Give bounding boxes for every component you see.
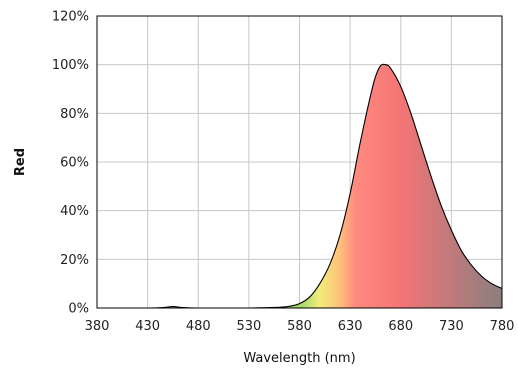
x-tick-label: 530 <box>236 319 261 334</box>
x-tick-label: 580 <box>287 319 312 334</box>
y-tick-label: 0% <box>68 302 89 317</box>
x-tick-label: 630 <box>338 319 363 334</box>
y-tick-label: 100% <box>52 58 89 73</box>
y-tick-label: 120% <box>52 10 89 25</box>
x-tick-label: 430 <box>135 319 160 334</box>
y-tick-label: 80% <box>60 107 89 122</box>
x-tick-label: 380 <box>85 319 110 334</box>
x-tick-label: 480 <box>186 319 211 334</box>
y-tick-label: 20% <box>60 253 89 268</box>
y-tick-label: 40% <box>60 204 89 219</box>
y-axis-tick-labels: 0% 20% 40% 60% 80% 100% 120% <box>52 10 89 317</box>
x-axis-title: Wavelength (nm) <box>243 351 355 366</box>
grid-lines <box>96 15 503 309</box>
x-axis-tick-labels: 380 430 480 530 580 630 680 730 780 <box>85 319 515 334</box>
y-tick-label: 60% <box>60 156 89 171</box>
x-tick-label: 730 <box>439 319 464 334</box>
plot-frame <box>96 15 503 309</box>
y-axis-title: Red <box>13 148 28 176</box>
x-tick-label: 780 <box>490 319 515 334</box>
x-tick-label: 680 <box>388 319 413 334</box>
spectrum-area-fill <box>97 64 502 308</box>
